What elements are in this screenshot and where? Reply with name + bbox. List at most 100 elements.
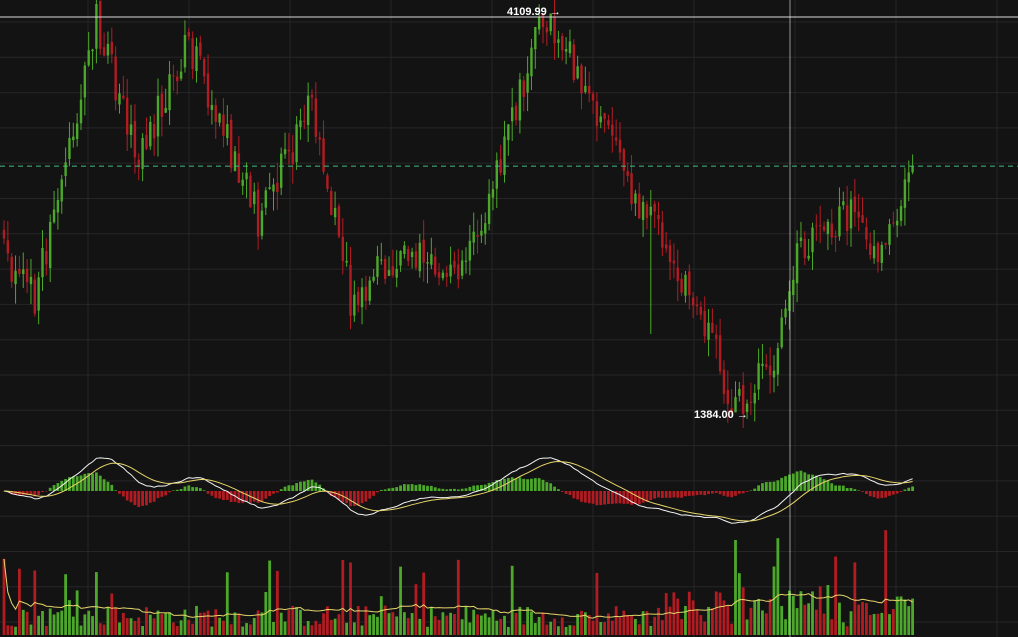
volume-bar bbox=[110, 593, 114, 635]
candle-body bbox=[318, 137, 321, 140]
volume-bar bbox=[691, 600, 695, 635]
candle-body bbox=[145, 134, 148, 149]
macd-histogram-bar bbox=[245, 491, 248, 502]
macd-histogram-bar bbox=[791, 473, 795, 491]
macd-histogram-bar bbox=[98, 475, 102, 491]
macd-histogram-bar bbox=[737, 491, 741, 494]
volume-bar bbox=[595, 572, 599, 635]
candle-body bbox=[676, 267, 679, 282]
volume-bar bbox=[183, 609, 187, 635]
macd-histogram-bar bbox=[865, 491, 868, 494]
volume-bar bbox=[468, 622, 472, 635]
macd-histogram-bar bbox=[453, 488, 456, 491]
volume-bar bbox=[291, 605, 295, 635]
volume-bar bbox=[784, 619, 787, 635]
candle-body bbox=[64, 162, 67, 177]
volume-bar bbox=[687, 591, 691, 635]
candle-body bbox=[742, 385, 745, 414]
volume-bar bbox=[260, 612, 264, 635]
macd-histogram-bar bbox=[468, 486, 472, 491]
macd-histogram-bar bbox=[780, 477, 784, 491]
volume-bar bbox=[79, 625, 83, 635]
volume-bar bbox=[333, 618, 337, 635]
macd-histogram-bar bbox=[214, 491, 218, 498]
candle-body bbox=[79, 99, 83, 124]
volume-bar bbox=[811, 591, 814, 635]
volume-bar bbox=[757, 598, 760, 635]
volume-bar bbox=[506, 626, 510, 635]
volume-bar bbox=[695, 609, 699, 635]
volume-bar bbox=[533, 623, 537, 635]
volume-bar bbox=[6, 625, 10, 635]
volume-bar bbox=[14, 626, 17, 635]
volume-bar bbox=[895, 596, 899, 635]
candle-body bbox=[526, 73, 529, 93]
candle-body bbox=[60, 179, 63, 202]
volume-bar bbox=[803, 604, 807, 635]
candle-body bbox=[110, 41, 113, 55]
candle-body bbox=[191, 38, 194, 69]
volume-bar bbox=[256, 610, 260, 635]
volume-bar bbox=[56, 612, 60, 635]
macd-histogram-bar bbox=[657, 491, 660, 498]
macd-histogram-bar bbox=[741, 491, 745, 494]
macd-histogram-bar bbox=[164, 491, 168, 496]
macd-histogram-bar bbox=[71, 476, 75, 491]
candle-body bbox=[383, 258, 387, 279]
volume-bar bbox=[121, 612, 125, 635]
volume-bar bbox=[480, 615, 483, 635]
candle-body bbox=[503, 136, 506, 175]
candle-body bbox=[530, 47, 533, 77]
candle-body bbox=[395, 269, 398, 278]
volume-bar bbox=[406, 618, 410, 635]
candle-body bbox=[337, 206, 341, 237]
candle-body bbox=[591, 93, 595, 101]
macd-histogram-bar bbox=[899, 491, 903, 493]
volume-bar bbox=[426, 626, 429, 635]
macd-histogram-bar bbox=[664, 491, 668, 498]
volume-bar bbox=[379, 596, 383, 635]
candle-body bbox=[903, 179, 907, 208]
macd-histogram-bar bbox=[649, 491, 653, 501]
macd-histogram-bar bbox=[822, 479, 826, 491]
macd-histogram-bar bbox=[880, 491, 884, 499]
macd-histogram-bar bbox=[834, 485, 837, 491]
candles-series bbox=[2, 0, 914, 429]
macd-histogram-bar bbox=[183, 486, 187, 491]
macd-histogram-bar bbox=[841, 485, 845, 491]
macd-signal-line bbox=[3, 460, 913, 522]
candle-body bbox=[630, 173, 633, 205]
macd-histogram-bar bbox=[121, 491, 125, 497]
candle-body bbox=[788, 291, 791, 311]
macd-histogram-bar bbox=[260, 491, 264, 502]
candle-body bbox=[260, 210, 264, 236]
candle-body bbox=[91, 49, 94, 52]
candle-body bbox=[688, 271, 691, 296]
macd-histogram-bar bbox=[861, 491, 864, 492]
macd-histogram-bar bbox=[33, 491, 37, 497]
candle-body bbox=[330, 190, 333, 216]
candle-body bbox=[476, 235, 479, 237]
macd-histogram-bar bbox=[275, 491, 279, 493]
volume-bar bbox=[876, 613, 880, 635]
candle-body bbox=[160, 93, 164, 117]
macd-histogram-bar bbox=[225, 491, 229, 500]
volume-bar bbox=[495, 620, 499, 635]
volume-bar bbox=[329, 619, 333, 635]
volume-bar bbox=[118, 622, 121, 635]
macd-histogram-bar bbox=[241, 491, 245, 504]
candle-body bbox=[156, 95, 160, 137]
volume-bar bbox=[356, 605, 360, 635]
candle-body bbox=[25, 268, 29, 283]
macd-histogram-bar bbox=[576, 491, 580, 500]
macd-histogram-bar bbox=[218, 491, 221, 499]
candle-body bbox=[738, 389, 741, 396]
macd-histogram-bar bbox=[499, 480, 503, 491]
volume-bar bbox=[699, 615, 703, 635]
macd-histogram-bar bbox=[668, 491, 672, 498]
candle-body bbox=[376, 256, 379, 277]
macd-histogram-bar bbox=[195, 487, 198, 491]
candle-body bbox=[518, 79, 522, 121]
